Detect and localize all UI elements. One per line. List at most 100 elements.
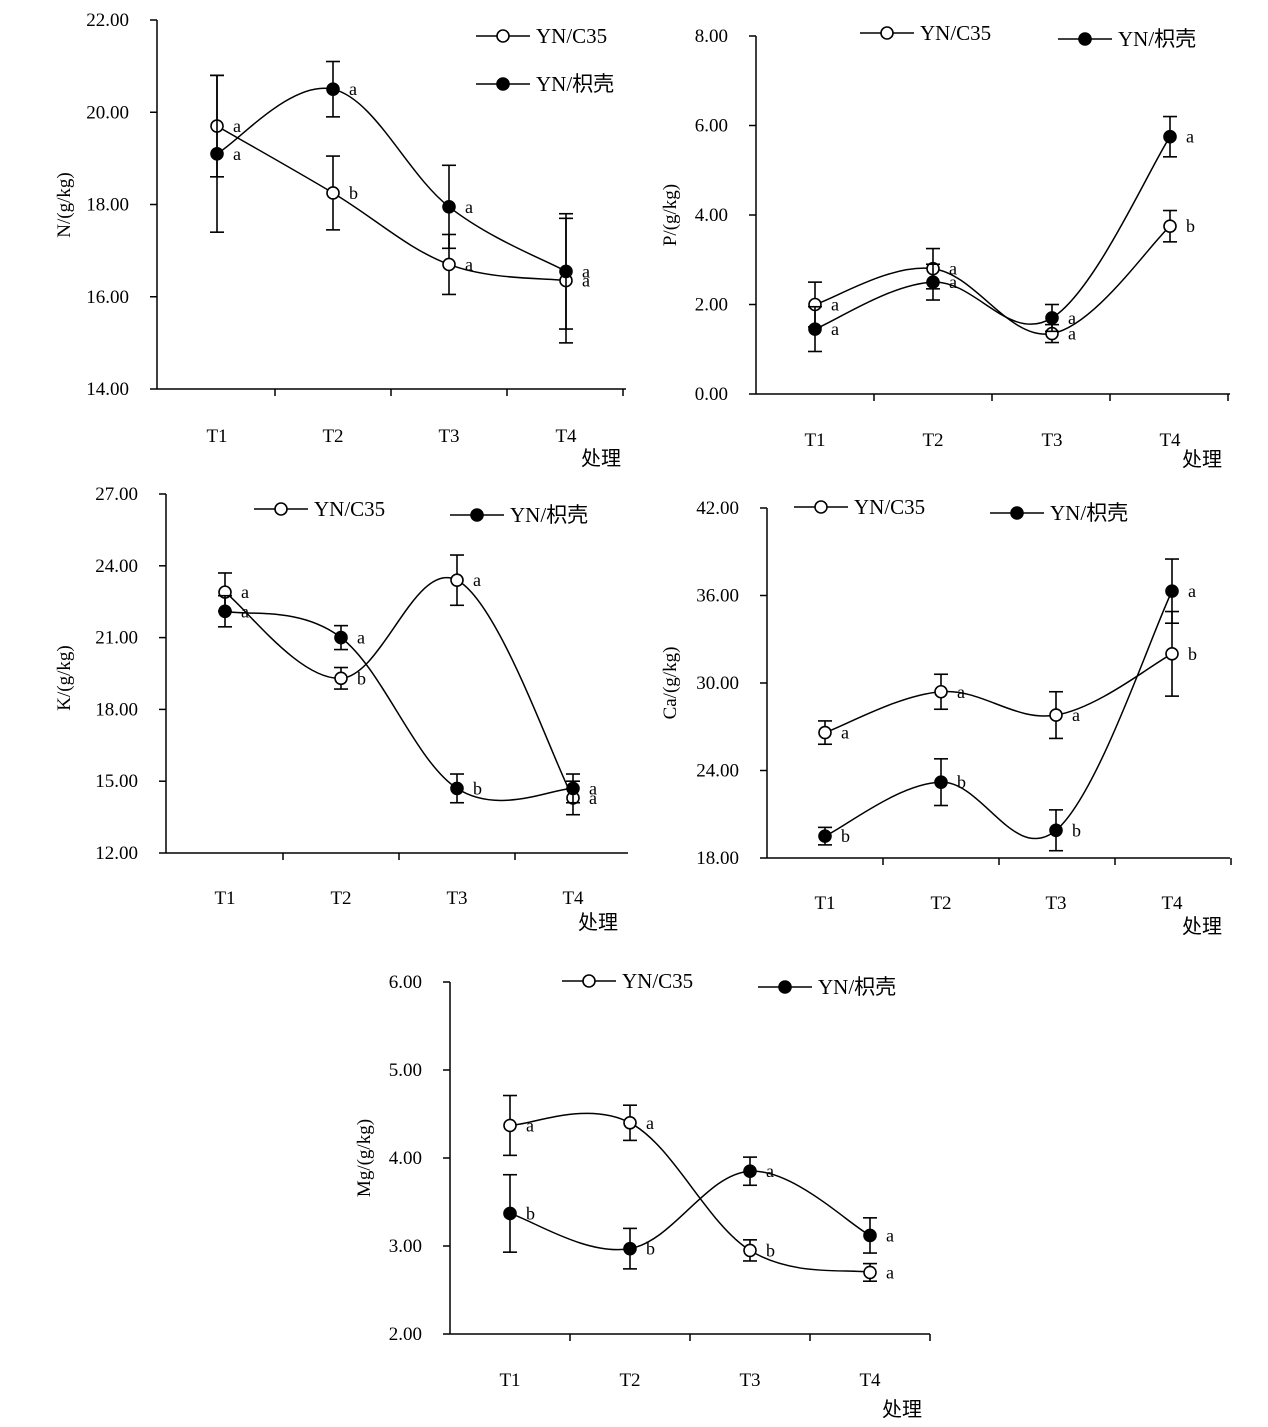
x-tick-label: T1 — [214, 888, 235, 909]
significance-label: b — [1072, 820, 1081, 840]
series-line — [824, 590, 1173, 840]
x-tick-label: T4 — [1159, 430, 1181, 451]
legend-label: YN/C35 — [622, 969, 693, 993]
significance-label: a — [233, 144, 241, 164]
data-point — [1045, 311, 1059, 325]
legend-marker — [274, 502, 288, 516]
y-tick-label: 18.00 — [95, 699, 138, 720]
data-point — [863, 1228, 877, 1243]
significance-label: a — [646, 1113, 654, 1133]
series-filled: b b a a — [503, 1156, 894, 1270]
legend-item: YN/C35 — [562, 969, 693, 993]
data-point — [218, 604, 232, 619]
significance-label: a — [831, 295, 839, 315]
significance-label: b — [957, 772, 966, 792]
significance-label: b — [526, 1203, 535, 1223]
legend-marker — [470, 508, 484, 522]
data-point — [450, 573, 464, 587]
x-axis-label: 处理 — [581, 447, 621, 470]
data-point — [863, 1265, 877, 1280]
legend-label: YN/C35 — [536, 24, 607, 48]
legend-item: YN/枳壳 — [758, 975, 896, 999]
x-tick-label: T3 — [446, 888, 467, 909]
significance-label: a — [589, 788, 597, 808]
significance-label: a — [841, 723, 849, 743]
legend-item: YN/枳壳 — [1058, 27, 1196, 51]
series-line — [224, 610, 574, 802]
x-tick-label: T1 — [814, 893, 835, 914]
significance-label: a — [349, 79, 357, 99]
series-line — [814, 136, 1171, 330]
series-line — [216, 87, 567, 273]
x-tick-label: T3 — [739, 1370, 760, 1391]
y-tick-label: 12.00 — [95, 843, 138, 864]
y-tick-label: 14.00 — [86, 379, 129, 400]
legend-label: YN/枳壳 — [536, 72, 614, 96]
data-point — [1049, 823, 1063, 838]
significance-label: a — [465, 197, 473, 217]
x-tick-label: T2 — [322, 426, 343, 447]
legend-label: YN/C35 — [920, 21, 991, 45]
data-point — [934, 775, 948, 789]
y-tick-label: 18.00 — [86, 195, 129, 216]
significance-label: a — [766, 1161, 774, 1181]
significance-label: a — [886, 1262, 894, 1282]
data-point — [326, 186, 340, 200]
series-line — [814, 225, 1171, 335]
data-point — [743, 1164, 757, 1178]
significance-label: a — [949, 272, 957, 292]
legend-item: YN/枳壳 — [990, 501, 1128, 525]
legend-marker — [496, 77, 510, 91]
data-point — [934, 684, 948, 699]
legend-label: YN/枳壳 — [1050, 501, 1128, 525]
y-tick-label: 30.00 — [696, 673, 739, 694]
y-tick-label: 0.00 — [695, 384, 728, 405]
data-point — [808, 322, 822, 336]
series-open: a a b a — [503, 1094, 894, 1282]
series-line — [824, 653, 1173, 734]
y-tick-label: 24.00 — [696, 761, 739, 782]
x-axis-label: 处理 — [1182, 448, 1222, 471]
x-tick-label: T4 — [859, 1370, 881, 1391]
x-tick-label: T4 — [555, 426, 577, 447]
significance-label: a — [1186, 127, 1194, 147]
y-tick-label: 24.00 — [95, 556, 138, 577]
legend-label: YN/C35 — [854, 495, 925, 519]
significance-label: b — [841, 826, 850, 846]
data-point — [442, 200, 456, 214]
y-tick-label: 6.00 — [389, 972, 422, 993]
legend-label: YN/枳壳 — [818, 975, 896, 999]
data-point — [503, 1206, 517, 1221]
significance-label: a — [1072, 705, 1080, 725]
y-tick-label: 22.00 — [86, 10, 129, 31]
legend-marker — [814, 500, 828, 514]
significance-label: a — [1188, 581, 1196, 601]
x-tick-label: T1 — [499, 1370, 520, 1391]
y-axis-label: K/(g/kg) — [54, 645, 75, 710]
y-tick-label: 15.00 — [95, 771, 138, 792]
y-tick-label: 2.00 — [389, 1324, 422, 1345]
y-axis-label: N/(g/kg) — [54, 172, 75, 237]
y-axis-label: Mg/(g/kg) — [354, 1119, 375, 1197]
data-point — [210, 146, 224, 161]
legend-marker — [1010, 506, 1024, 520]
data-point — [1165, 584, 1179, 598]
significance-label: b — [357, 668, 366, 688]
significance-label: b — [646, 1239, 655, 1259]
x-tick-label: T3 — [1045, 893, 1066, 914]
data-point — [503, 1118, 517, 1133]
series-filled: a a a a — [210, 60, 590, 330]
legend-marker — [582, 974, 596, 988]
legend-item: YN/枳壳 — [476, 72, 614, 96]
data-point — [559, 264, 573, 279]
series-filled: aab a — [218, 594, 597, 804]
x-tick-label: T3 — [438, 426, 459, 447]
data-point — [743, 1243, 757, 1258]
significance-label: a — [582, 261, 590, 281]
y-axis-label: Ca/(g/kg) — [660, 647, 681, 720]
